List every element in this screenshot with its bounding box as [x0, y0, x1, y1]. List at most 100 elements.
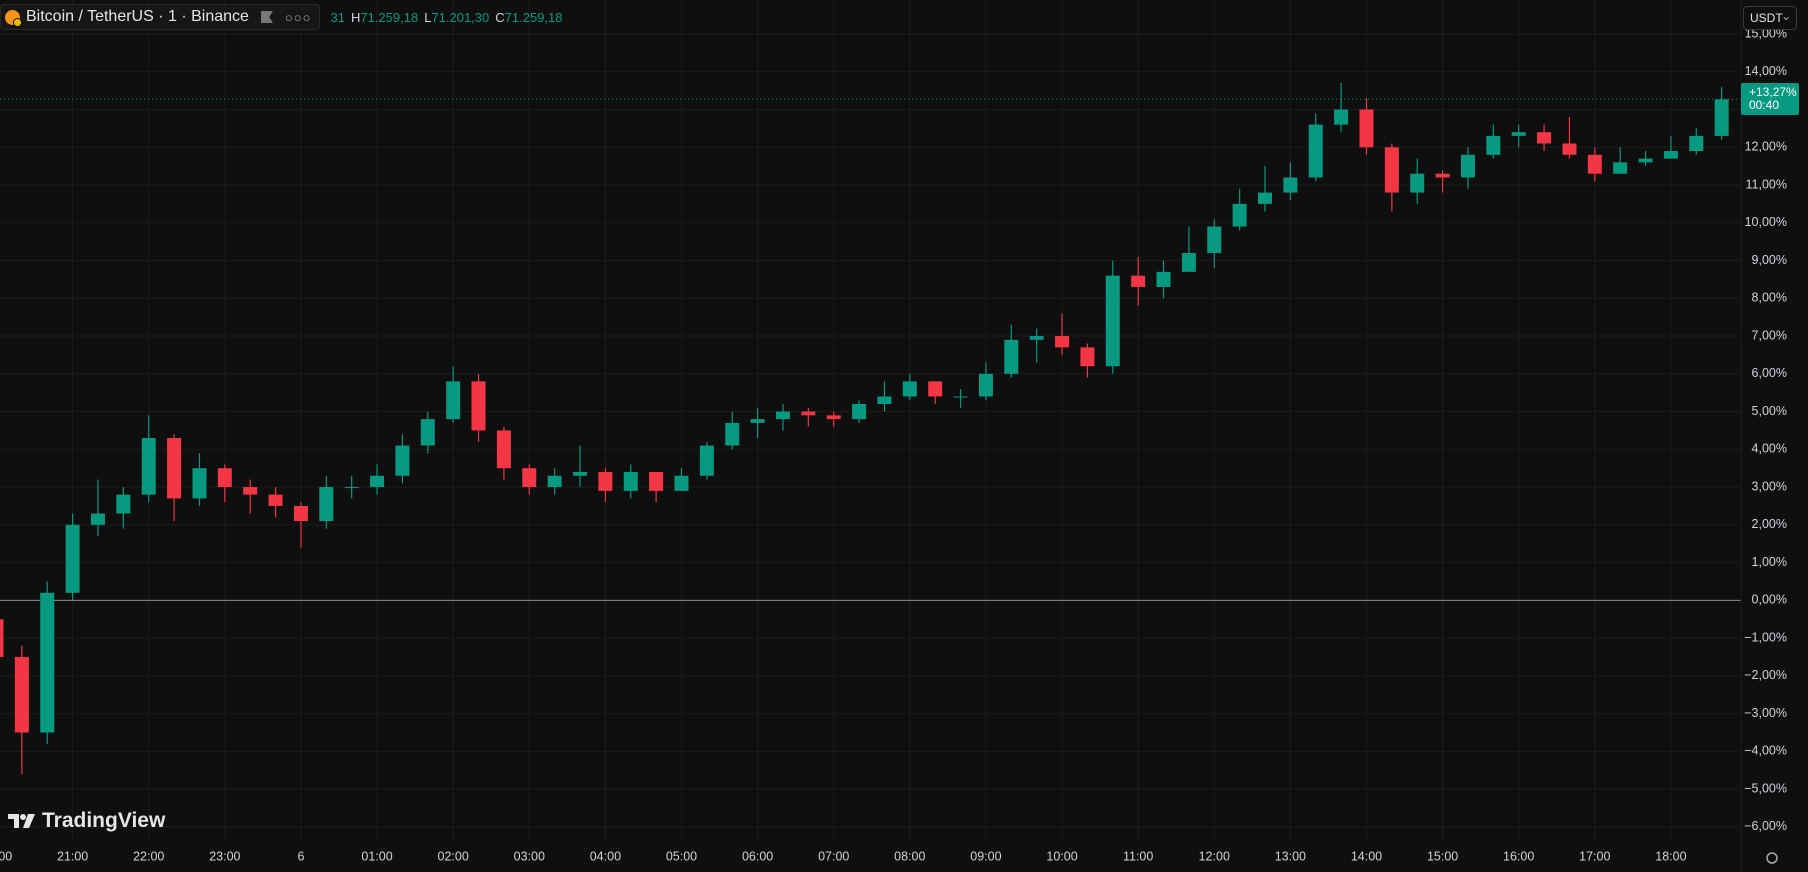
y-tick-label: 8,00% [1752, 291, 1787, 305]
x-tick-label: 02:00 [438, 849, 469, 863]
candle-body [1232, 203, 1247, 227]
x-tick-label: 22:00 [133, 849, 164, 863]
brand: TradingView [8, 809, 165, 833]
candle-body [1080, 347, 1095, 367]
x-tick-label: 21:00 [57, 849, 88, 863]
x-tick-label: 09:00 [970, 849, 1001, 863]
last-price-label: +13,27% 00:40 [1741, 83, 1799, 116]
currency: USDT [1750, 11, 1783, 25]
candle-body [1486, 135, 1501, 155]
brand-name: TradingView [42, 809, 166, 832]
y-tick-label: −2,00% [1744, 668, 1787, 682]
brand-icon [8, 814, 35, 828]
last-change: +13,27% [1749, 85, 1797, 100]
candle-body [725, 422, 740, 446]
candle-body [1359, 109, 1374, 148]
candle-body [14, 656, 29, 733]
candle-body [1384, 147, 1399, 193]
header-key: L [424, 9, 432, 25]
y-tick-label: 1,00% [1752, 555, 1787, 569]
candle-body [243, 487, 258, 495]
x-tick-label: 15:00 [1427, 849, 1458, 863]
more-button[interactable]: ○○○ [284, 9, 312, 25]
candle-body [826, 415, 841, 420]
candle-body [1258, 192, 1272, 204]
flag-icon[interactable] [260, 11, 273, 23]
candle-body [649, 471, 664, 491]
candle-body [420, 419, 435, 446]
ohlc-values: 31 H 71.259,18 L 71.201,30 C 71.259,18 [324, 10, 562, 25]
currency-button[interactable]: USDT [1743, 6, 1797, 30]
candle-body [1537, 132, 1552, 144]
x-tick-label: 07:00 [818, 849, 849, 863]
plot-background [0, 0, 1741, 842]
candle-body [522, 468, 537, 488]
header: Bitcoin / TetherUS · 1 · Binance ○○○ 31 H… [0, 4, 563, 30]
candle-body [1410, 173, 1425, 193]
y-tick-label: 3,00% [1752, 479, 1787, 493]
header-value: 71.259,18 [504, 9, 563, 25]
candle-body [1156, 271, 1171, 287]
candle-body [674, 475, 689, 491]
candle-body [1004, 339, 1019, 374]
candle-body [1435, 173, 1450, 178]
candle-body [344, 487, 359, 489]
candle-body [1105, 275, 1120, 367]
candle-body [1613, 162, 1628, 174]
candle-body [0, 619, 4, 657]
y-tick-label: −4,00% [1744, 744, 1787, 758]
x-tick-label: 12:00 [1199, 849, 1230, 863]
y-tick-label: −5,00% [1744, 781, 1787, 795]
candle-body [1714, 99, 1729, 136]
y-tick-label: 4,00% [1752, 442, 1787, 456]
settings-icon[interactable] [1766, 852, 1778, 864]
candle-body [1638, 158, 1653, 163]
x-tick-label: 16:00 [1503, 849, 1534, 863]
header-value: 31 [330, 9, 345, 25]
candle-body [1663, 151, 1678, 159]
candle-body [1181, 252, 1196, 272]
y-tick-label: 0,00% [1752, 593, 1787, 607]
x-tick-label: 6 [297, 849, 304, 863]
candle-body [268, 494, 283, 506]
candle-body [1334, 109, 1349, 125]
y-tick-label: 9,00% [1752, 253, 1787, 267]
header-value: 71.201,30 [431, 9, 490, 25]
candle-body [1055, 336, 1070, 348]
y-tick-label: 10,00% [1745, 215, 1787, 229]
candle-body [852, 404, 867, 420]
y-tick-label: 2,00% [1752, 517, 1787, 531]
x-tick-label: 08:00 [894, 849, 925, 863]
candle-body [598, 471, 613, 491]
candle-body [1283, 177, 1298, 193]
y-tick-label: 7,00% [1752, 328, 1787, 342]
candle-body [928, 381, 943, 397]
header-key: C [495, 9, 505, 25]
x-tick-label: 20:00 [0, 849, 12, 863]
candle-body [496, 430, 511, 469]
y-tick-label: 6,00% [1752, 366, 1787, 380]
candle-body [750, 419, 765, 423]
coin-icon [5, 9, 22, 27]
x-tick-label: 14:00 [1351, 849, 1382, 863]
candle-body [1587, 154, 1602, 174]
candle-body [217, 468, 232, 488]
y-tick-label: 12,00% [1745, 140, 1787, 154]
y-tick-label: −6,00% [1744, 819, 1787, 833]
candle-body [1511, 132, 1526, 136]
x-tick-label: 06:00 [742, 849, 773, 863]
candle-body [141, 437, 156, 495]
x-tick-label: 04:00 [590, 849, 621, 863]
y-tick-label: 11,00% [1746, 177, 1787, 191]
candle-body [116, 494, 131, 514]
y-tick-label: −1,00% [1744, 630, 1787, 644]
symbol-box[interactable]: Bitcoin / TetherUS · 1 · Binance ○○○ [0, 4, 321, 30]
x-tick-label: 01:00 [361, 849, 392, 863]
candle-body [877, 396, 892, 405]
candle-body [547, 475, 562, 488]
candle-body [902, 381, 917, 397]
candle-body [1308, 124, 1323, 178]
candle-body [573, 471, 588, 476]
